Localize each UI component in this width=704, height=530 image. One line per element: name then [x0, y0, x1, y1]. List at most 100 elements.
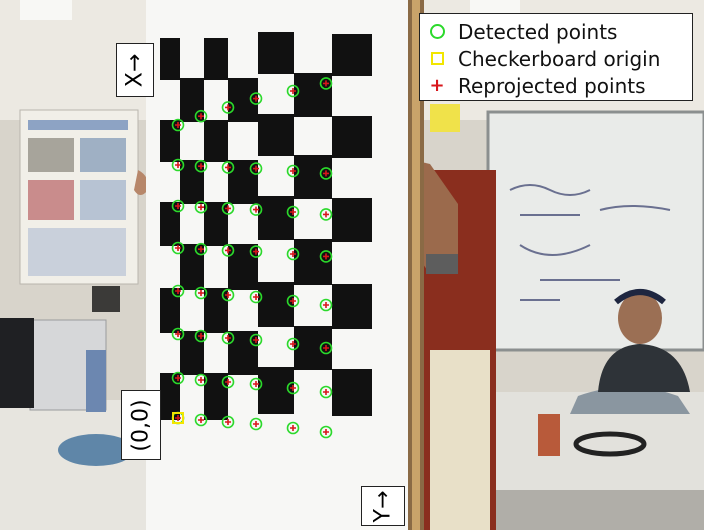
checker-square: [160, 373, 180, 420]
detected-point: [319, 298, 333, 312]
reprojected-point: [175, 331, 181, 337]
legend-label-origin: Checkerboard origin: [458, 46, 661, 71]
detected-point: [171, 199, 185, 213]
detected-point: [249, 417, 263, 431]
x-axis-label-text: X→: [122, 53, 148, 87]
reprojected-point: [253, 95, 259, 102]
reprojected-point: [175, 415, 181, 421]
detected-point: [221, 331, 235, 345]
reprojected-point: [175, 375, 181, 381]
detected-point: [221, 415, 235, 429]
detected-point: [286, 421, 300, 435]
checker-square: [258, 114, 294, 156]
reprojected-point: [175, 288, 181, 294]
detected-point: [194, 242, 208, 256]
poster-block: [28, 138, 74, 172]
water-bottle: [86, 350, 106, 412]
reprojected-point: [253, 337, 259, 343]
checker-square: [294, 73, 332, 117]
detected-point: [194, 159, 208, 173]
checker-square: [204, 288, 228, 333]
reprojected-point: [253, 165, 259, 172]
detected-point: [249, 245, 263, 258]
detected-point: [286, 381, 300, 395]
reprojected-point: [290, 298, 296, 304]
bag: [58, 434, 134, 466]
detected-point: [286, 205, 300, 219]
detected-point: [171, 118, 185, 132]
reprojected-point: [198, 204, 204, 211]
reprojected-point: [198, 290, 204, 296]
checkerboard-squares: [160, 32, 372, 420]
poster-block: [28, 228, 126, 276]
origin-label: (0,0): [121, 390, 161, 460]
checker-square: [180, 331, 204, 375]
reprojected-point: [253, 421, 259, 427]
reprojected-point: [225, 335, 231, 341]
detected-point: [194, 413, 208, 427]
detected-point: [171, 327, 185, 341]
checker-square: [332, 116, 372, 158]
detected-point: [249, 377, 263, 391]
reprojected-point: [290, 88, 296, 94]
ceiling-light-right: [470, 0, 520, 14]
y-axis-label: Y→: [361, 486, 405, 526]
poster-photo: [92, 286, 120, 312]
wristwatch: [426, 254, 458, 274]
person-body: [598, 344, 690, 392]
reprojected-point: [323, 170, 329, 177]
checker-square: [228, 78, 258, 122]
person-headphones: [614, 289, 666, 305]
reprojected-point: [253, 294, 259, 300]
legend-label-reprojected: Reprojected points: [458, 73, 646, 98]
checker-square: [160, 38, 180, 80]
reprojected-point: [253, 248, 259, 255]
whiteboard: [486, 110, 704, 352]
checker-square: [204, 38, 228, 80]
detected-point: [319, 77, 333, 90]
checker-square: [258, 32, 294, 74]
detected-point: [171, 241, 185, 255]
detected-point: [319, 167, 333, 180]
checker-square: [332, 369, 372, 416]
reprojected-point: [225, 104, 231, 111]
detected-point: [319, 425, 333, 439]
reprojected-point: [198, 113, 204, 120]
headphones: [573, 431, 647, 457]
panel-edge-light: [412, 0, 420, 530]
checker-square: [332, 284, 372, 329]
poster-block: [80, 138, 126, 172]
reprojected-point: [225, 379, 231, 385]
detected-point: [286, 84, 300, 98]
left-fingers: [134, 170, 149, 195]
checker-square: [180, 78, 204, 122]
checker-square: [160, 288, 180, 333]
detected-point: [286, 247, 300, 261]
checker-square: [160, 120, 180, 162]
square-icon: [426, 48, 448, 70]
detected-point: [221, 202, 235, 215]
person-sweater: [430, 350, 490, 530]
poster-header: [28, 120, 128, 130]
origin-label-text: (0,0): [128, 398, 154, 452]
checker-square: [180, 244, 204, 290]
reprojected-point: [323, 253, 329, 260]
jacket: [570, 387, 690, 414]
reprojected-point: [290, 168, 296, 174]
detected-point: [171, 158, 185, 172]
legend-row-origin: Checkerboard origin: [426, 45, 686, 72]
checker-square: [228, 331, 258, 375]
detected-point: [249, 333, 263, 347]
legend-row-reprojected: + Reprojected points: [426, 72, 686, 99]
reprojected-point: [175, 203, 181, 209]
reprojected-point: [323, 302, 329, 308]
detected-point: [319, 341, 333, 355]
detected-point: [221, 244, 235, 257]
reprojected-point: [225, 205, 231, 212]
ceiling-light-left: [20, 0, 72, 20]
reprojected-point: [225, 164, 231, 171]
sticky-note: [430, 104, 460, 132]
checker-square: [294, 155, 332, 199]
detected-point: [249, 290, 263, 304]
